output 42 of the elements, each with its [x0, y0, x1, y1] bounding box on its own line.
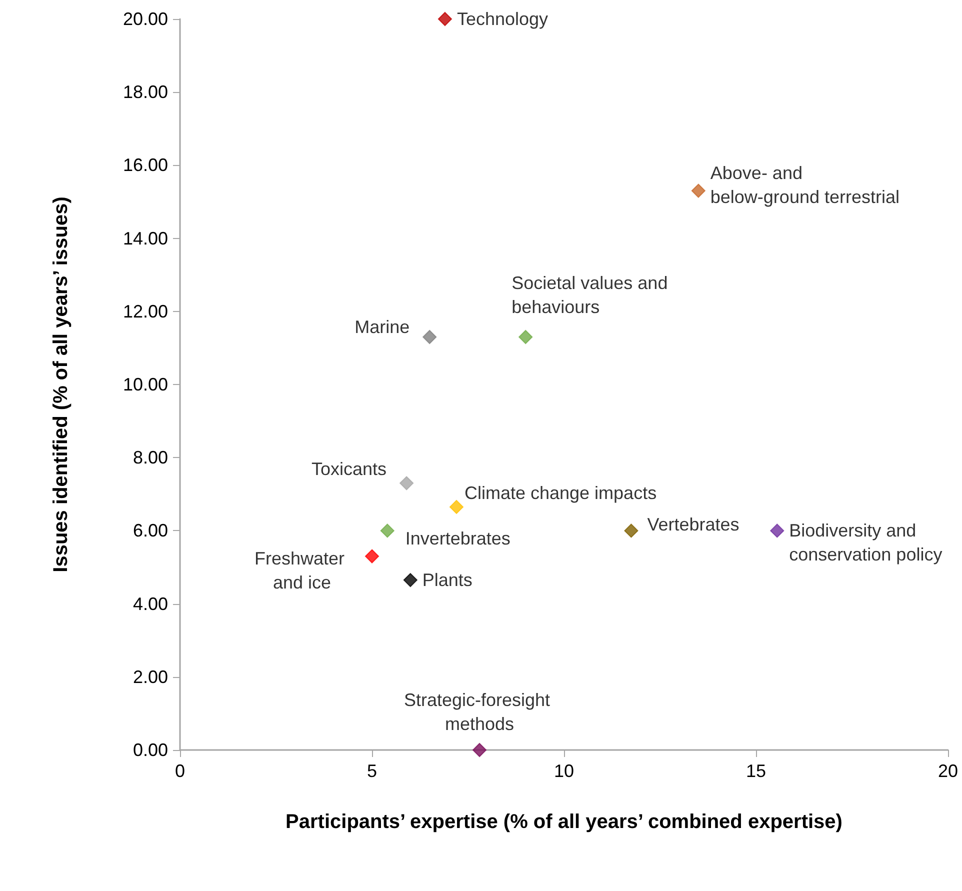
x-tick-label: 0 — [174, 761, 186, 781]
point — [691, 184, 706, 198]
y-tick-label: 20.00 — [122, 9, 168, 29]
series-label: Societal values and behaviours — [512, 272, 673, 317]
point — [624, 524, 638, 538]
y-axis-title: Issues identified (% of all years’ issues) — [50, 196, 72, 572]
point — [438, 12, 452, 26]
y-tick-label: 12.00 — [122, 301, 168, 322]
series-label: Marine — [354, 316, 410, 337]
series-label: Technology — [456, 9, 548, 29]
series-label: Toxicants — [312, 459, 387, 480]
x-tick-label: 10 — [554, 761, 574, 781]
series-label: Invertebrates — [405, 528, 510, 549]
point — [770, 524, 784, 538]
point — [380, 524, 394, 538]
x-axis-title: Participants’ expertise (% of all years’ combined expertise) — [286, 811, 842, 833]
point — [449, 500, 464, 514]
series-label: Above- and below-ground terrestrial — [710, 162, 900, 207]
series-label: Freshwater and ice — [254, 548, 350, 592]
y-tick-label: 8.00 — [132, 448, 168, 468]
x-tick-label: 5 — [366, 761, 378, 781]
point — [518, 330, 533, 344]
series-label: Plants — [422, 570, 472, 590]
x-tick-label: 15 — [746, 761, 766, 781]
point — [400, 476, 414, 490]
y-tick-label: 4.00 — [132, 594, 168, 614]
y-tick-label: 16.00 — [122, 155, 168, 176]
point — [365, 549, 379, 564]
y-tick-label: 18.00 — [122, 82, 168, 102]
y-tick-label: 2.00 — [132, 666, 168, 687]
y-tick-label: 10.00 — [122, 374, 168, 394]
point — [472, 743, 487, 757]
series-label: Strategic-foresight methods — [404, 690, 556, 734]
y-tick-label: 14.00 — [122, 228, 168, 248]
series-label: Biodiversity and conservation policy — [789, 520, 942, 565]
series-label: Climate change impacts — [464, 482, 657, 503]
point — [403, 573, 418, 588]
series-label: Vertebrates — [647, 514, 740, 535]
y-tick-label: 0.00 — [132, 740, 168, 760]
x-tick-label: 20 — [938, 761, 958, 781]
y-tick-label: 6.00 — [132, 520, 168, 541]
point — [422, 330, 437, 344]
